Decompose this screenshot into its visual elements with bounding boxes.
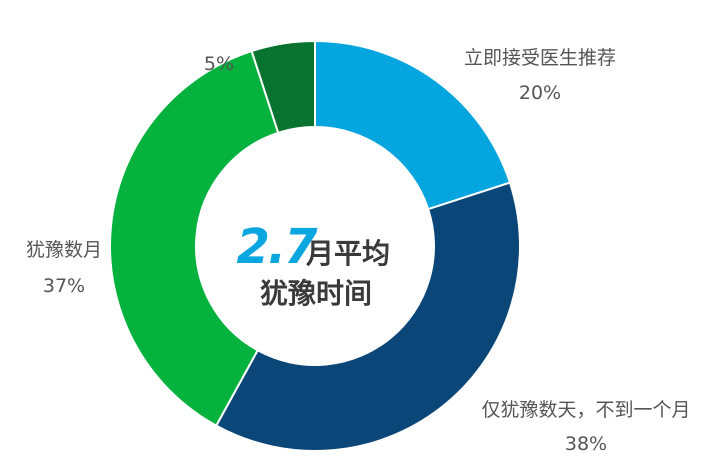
slice-few-months xyxy=(109,49,280,428)
value-few-days: 38% xyxy=(565,433,607,455)
center-average-suffix: 月平均 xyxy=(305,237,390,270)
slice-accept-recommendation xyxy=(314,39,512,211)
center-hesitation-time: 犹豫时间 xyxy=(260,277,372,310)
label-few-months: 犹豫数月 xyxy=(26,239,102,261)
value-accept-recommendation: 20% xyxy=(519,82,561,104)
value-few-months: 37% xyxy=(43,275,85,297)
label-few-days: 仅犹豫数天，不到一个月 xyxy=(481,399,690,421)
center-average-number: 2.7 xyxy=(236,219,318,275)
value-other: 5% xyxy=(204,53,234,75)
slice-other xyxy=(250,39,316,135)
label-accept-recommendation: 立即接受医生推荐 xyxy=(464,47,616,69)
slice-few-days xyxy=(214,181,521,452)
chart-slices xyxy=(109,39,521,452)
